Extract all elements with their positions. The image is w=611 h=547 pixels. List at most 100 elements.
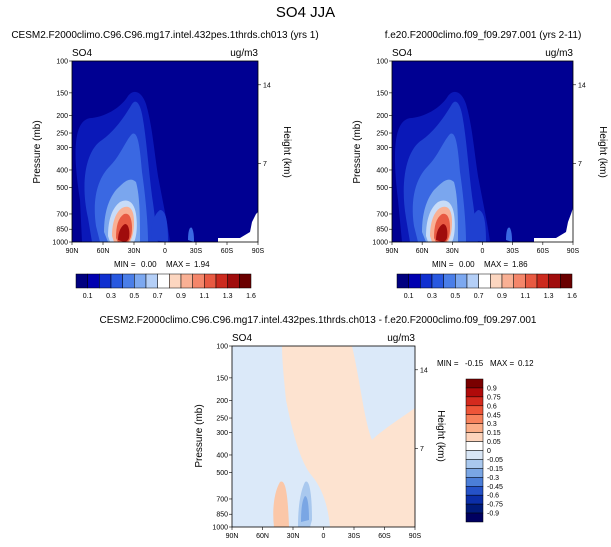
x-tick-label: 30N [287,533,300,540]
y-tick-label: 400 [56,167,68,174]
x-tick-label: 60N [256,533,269,540]
panel-1-min-label: MIN = [114,260,136,269]
colorbar-label: 0.7 [474,293,484,300]
colorbar-swatch [87,273,100,289]
panel-3-variable: SO4 [232,333,252,344]
panel-3-title: CESM2.F2000climo.C96.C96.mg17.intel.432p… [100,315,537,326]
panel-3: CESM2.F2000climo.C96.C96.mg17.intel.432p… [100,315,537,540]
y-tick-label: 150 [56,90,68,97]
colorbar-swatch [204,273,217,289]
y-tick-label: 250 [56,131,68,138]
panel-3-y-ticks: 100 150 200 250 300 400 500 700 850 1000 [212,344,232,532]
y-tick-label: 150 [376,90,388,97]
colorbar-label: 0.05 [487,439,501,446]
colorbar-label: 0.5 [129,293,139,300]
panel-3-colorbar: 0.9 0.75 0.6 0.45 0.3 0.15 0.05 0 -0.05 -0.15 -0.3… [465,378,503,523]
colorbar-swatch [443,273,456,289]
panel-1-yright-ticks: 14 7 [258,82,271,168]
colorbar-label: 0.7 [153,293,163,300]
y-right-tick-label: 7 [263,161,267,168]
colorbar-swatch [420,273,433,289]
y-tick-label: 200 [56,113,68,120]
y-tick-label: 500 [56,185,68,192]
colorbar-swatch [431,273,444,289]
colorbar-swatch [465,441,484,451]
y-tick-label: 100 [216,344,228,351]
y-tick-label: 850 [216,512,228,519]
colorbar-label: 1.1 [199,293,209,300]
colorbar-label: 0.1 [83,293,93,300]
colorbar-label: 1.6 [567,293,577,300]
panel-1-minmax: MIN = 0.00 MAX = 1.94 [114,260,210,269]
y-tick-label: 700 [376,211,388,218]
colorbar-label: -0.75 [487,502,503,509]
x-tick-label: 30N [446,248,459,255]
colorbar-swatch [110,273,123,289]
panel-3-negative-core [301,496,309,522]
x-tick-label: 90N [226,533,239,540]
colorbar-label: 0.9 [176,293,186,300]
y-tick-label: 150 [216,375,228,382]
panel-3-min-value: -0.15 [465,359,484,368]
colorbar-swatch [169,273,182,289]
panel-2-max-value: 1.86 [512,260,528,269]
panel-2-contour-9 [469,210,486,242]
panel-3-yright-ticks: 14 7 [415,367,428,453]
colorbar-label: 0.3 [487,421,497,428]
colorbar-swatch [465,378,484,389]
panel-2-plot [392,61,573,242]
colorbar-swatch [465,477,484,487]
colorbar-swatch [75,273,88,289]
panel-3-positive-strong [273,481,289,527]
colorbar-swatch [465,512,484,523]
panel-3-max-value: 0.12 [518,359,534,368]
y-tick-label: 850 [376,227,388,234]
panel-1-ylabel-right: Height (km) [281,126,292,178]
panel-3-units: ug/m3 [387,333,415,344]
colorbar-label: -0.05 [487,457,503,464]
colorbar-swatch [525,273,538,289]
panel-2-colorbar: 0.1 0.3 0.5 0.7 0.9 1.1 1.3 1.6 [396,273,577,300]
panel-1-min-value: 0.00 [141,260,157,269]
colorbar-swatch [501,273,514,289]
colorbar-swatch [548,273,561,289]
colorbar-swatch [465,432,484,442]
panel-2-variable: SO4 [392,48,412,59]
colorbar-swatch [145,273,158,289]
colorbar-swatch [239,273,252,289]
colorbar-label: 0.9 [497,293,507,300]
y-right-tick-label: 7 [420,446,424,453]
y-tick-label: 400 [376,167,388,174]
x-tick-label: 30S [506,248,519,255]
panel-2-title: f.e20.F2000climo.f09_f09.297.001 (yrs 2-… [385,30,582,41]
y-tick-label: 850 [56,227,68,234]
colorbar-label: 0.75 [487,394,501,401]
colorbar-swatch [465,387,484,398]
y-tick-label: 700 [216,496,228,503]
y-tick-label: 1000 [52,240,68,247]
colorbar-swatch [490,273,503,289]
x-tick-label: 90S [409,533,422,540]
colorbar-swatch [180,273,193,289]
x-tick-label: 0 [481,248,485,255]
y-tick-label: 1000 [212,525,228,532]
colorbar-swatch [465,405,484,415]
panel-1-colorbar: 0.1 0.3 0.5 0.7 0.9 1.1 1.3 1.6 [75,273,256,300]
colorbar-label: -0.15 [487,466,503,473]
colorbar-label: 0.9 [487,385,497,392]
colorbar-label: -0.9 [487,511,499,518]
page-title: SO4 JJA [275,4,336,21]
y-right-tick-label: 14 [263,82,271,89]
colorbar-swatch [134,273,147,289]
y-tick-label: 500 [216,470,228,477]
y-tick-label: 400 [216,452,228,459]
colorbar-swatch [99,273,112,289]
x-tick-label: 60S [221,248,234,255]
y-tick-label: 300 [376,145,388,152]
panel-1: CESM2.F2000climo.C96.C96.mg17.intel.432p… [11,30,318,300]
y-tick-label: 300 [216,430,228,437]
panel-3-plot [232,346,415,527]
panel-1-terrain [218,212,258,242]
panel-3-minmax: MIN = -0.15 MAX = 0.12 [437,359,534,368]
colorbar-swatch [465,468,484,478]
